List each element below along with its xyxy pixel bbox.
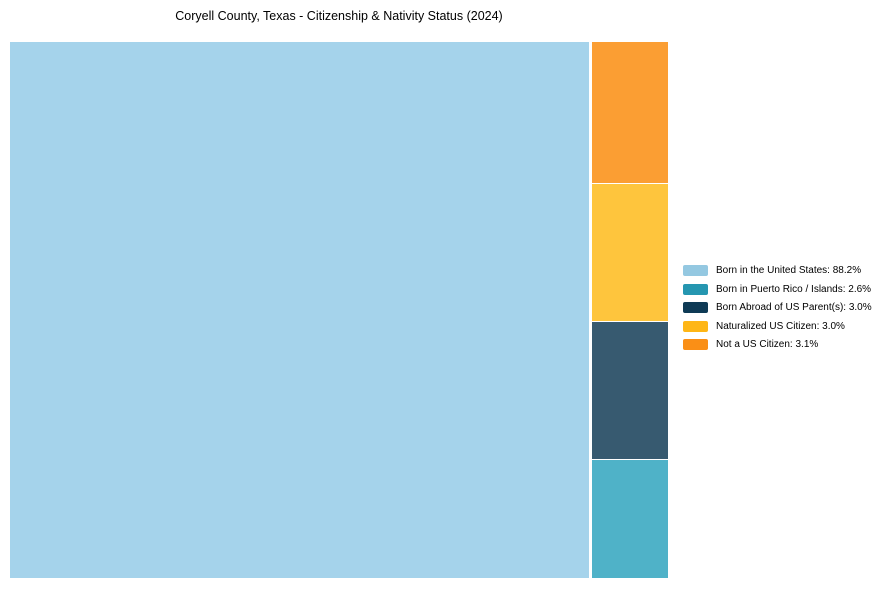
legend-label: Naturalized US Citizen: 3.0%: [716, 320, 845, 332]
legend-swatch-icon: [683, 265, 708, 277]
treemap-tile-born-in-the-united-states[interactable]: [10, 42, 589, 578]
treemap-tile-column: [592, 42, 668, 578]
chart-title: Coryell County, Texas - Citizenship & Na…: [175, 9, 503, 23]
legend-swatch-icon: [683, 339, 708, 351]
legend-item-born-in-the-united-states[interactable]: Born in the United States: 88.2%: [683, 265, 872, 277]
legend-label: Born Abroad of US Parent(s): 3.0%: [716, 302, 872, 314]
legend-swatch-icon: [683, 302, 708, 314]
legend-label: Born in Puerto Rico / Islands: 2.6%: [716, 283, 872, 295]
legend-item-not-a-us-citizen[interactable]: Not a US Citizen: 3.1%: [683, 339, 872, 351]
legend-item-born-in-puerto-rico-islands[interactable]: Born in Puerto Rico / Islands: 2.6%: [683, 283, 872, 296]
treemap-tile-not-a-us-citizen[interactable]: [592, 42, 668, 184]
legend-item-naturalized-us-citizen[interactable]: Naturalized US Citizen: 3.0%: [683, 320, 872, 333]
legend-swatch-icon: [683, 283, 708, 295]
legend-label: Not a US Citizen: 3.1%: [716, 339, 819, 351]
treemap-plot: [10, 42, 668, 578]
treemap-tile-born-abroad-of-us-parent-s[interactable]: [592, 321, 668, 459]
legend-label: Born in the United States: 88.2%: [716, 265, 862, 277]
legend: Born in the United States: 88.2% Born in …: [683, 265, 872, 351]
treemap-tile-born-in-puerto-rico-islands[interactable]: [592, 459, 668, 578]
legend-swatch-icon: [683, 320, 708, 332]
legend-item-born-abroad-of-us-parent-s[interactable]: Born Abroad of US Parent(s): 3.0%: [683, 302, 872, 314]
treemap-tile-naturalized-us-citizen[interactable]: [592, 184, 668, 321]
